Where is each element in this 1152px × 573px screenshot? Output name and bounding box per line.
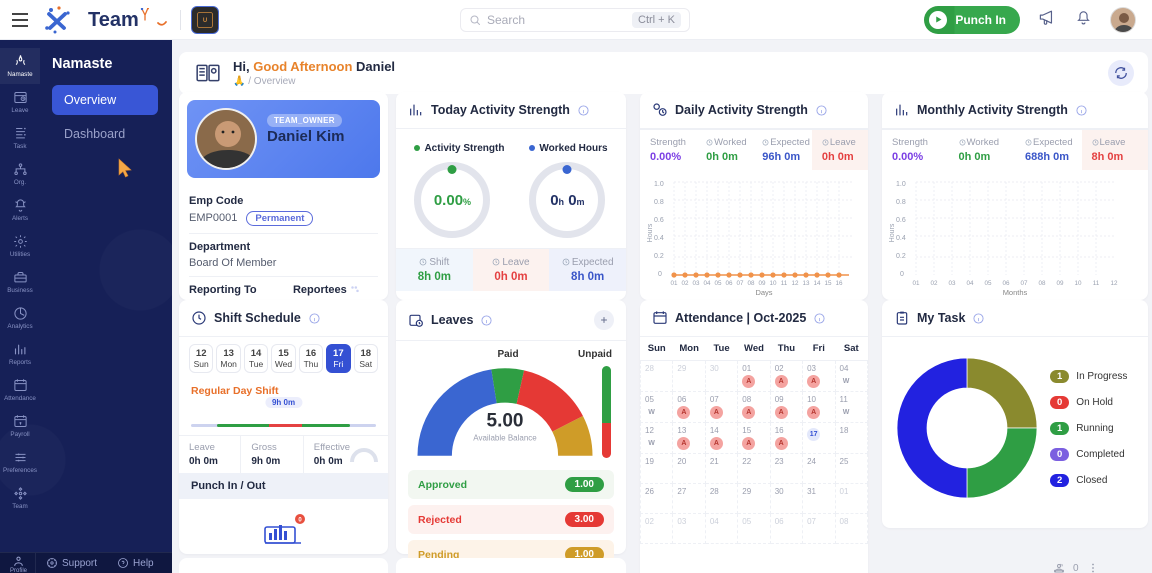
svg-text:12: 12 <box>1110 280 1118 287</box>
svg-text:Team: Team <box>88 9 139 31</box>
svg-text:1.0: 1.0 <box>896 181 906 188</box>
svg-text:0.6: 0.6 <box>896 217 906 224</box>
svg-text:0.4: 0.4 <box>654 235 664 242</box>
svg-text:05: 05 <box>714 280 722 287</box>
svg-text:02: 02 <box>681 280 689 287</box>
svg-text:02: 02 <box>930 280 938 287</box>
svg-text:07: 07 <box>1020 280 1028 287</box>
svg-text:01: 01 <box>912 280 920 287</box>
svg-text:0: 0 <box>900 271 904 278</box>
svg-text:08: 08 <box>747 280 755 287</box>
svg-text:15: 15 <box>824 280 832 287</box>
svg-text:14: 14 <box>813 280 821 287</box>
svg-text:03: 03 <box>692 280 700 287</box>
svg-text:08: 08 <box>1038 280 1046 287</box>
svg-text:Hours: Hours <box>647 223 654 242</box>
svg-text:Months: Months <box>1003 288 1028 297</box>
svg-text:0.8: 0.8 <box>654 199 664 206</box>
svg-text:0.6: 0.6 <box>654 217 664 224</box>
svg-text:1.0: 1.0 <box>654 181 664 188</box>
svg-text:03: 03 <box>948 280 956 287</box>
svg-text:01: 01 <box>670 280 678 287</box>
svg-text:04: 04 <box>966 280 974 287</box>
svg-text:04: 04 <box>703 280 711 287</box>
svg-text:16: 16 <box>835 280 843 287</box>
svg-text:09: 09 <box>1056 280 1064 287</box>
svg-text:0.4: 0.4 <box>896 235 906 242</box>
svg-text:Hours: Hours <box>889 223 896 242</box>
svg-text:05: 05 <box>984 280 992 287</box>
svg-text:U: U <box>203 18 207 24</box>
svg-text:07: 07 <box>736 280 744 287</box>
svg-text:0.2: 0.2 <box>896 253 906 260</box>
svg-text:11: 11 <box>781 280 788 287</box>
svg-text:0: 0 <box>658 271 662 278</box>
svg-text:06: 06 <box>725 280 733 287</box>
svg-text:13: 13 <box>802 280 810 287</box>
svg-text:10: 10 <box>769 280 777 287</box>
svg-text:0.2: 0.2 <box>654 253 664 260</box>
svg-text:06: 06 <box>1002 280 1010 287</box>
svg-text:11: 11 <box>1093 280 1100 287</box>
svg-text:09: 09 <box>758 280 766 287</box>
svg-text:10: 10 <box>1074 280 1082 287</box>
svg-text:Days: Days <box>755 288 772 297</box>
svg-text:0.8: 0.8 <box>896 199 906 206</box>
svg-text:12: 12 <box>791 280 799 287</box>
